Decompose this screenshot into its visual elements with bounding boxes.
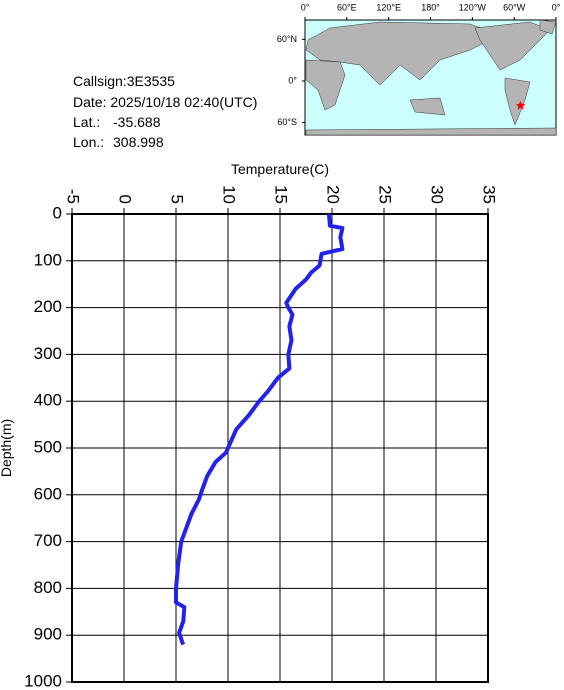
y-tick-label: 600 xyxy=(34,484,62,503)
x-tick-label: -5 xyxy=(64,189,83,204)
y-tick-label: 200 xyxy=(34,297,62,316)
date: Date: 2025/10/18 02:40(UTC) xyxy=(73,94,257,110)
y-tick-label: 400 xyxy=(34,391,62,410)
x-axis-title: Temperature(C) xyxy=(231,161,329,177)
y-axis-title: Depth(m) xyxy=(0,419,14,477)
map-x-tick-label: 0° xyxy=(552,2,561,12)
x-tick-label: 35 xyxy=(480,185,499,204)
lat-value: -35.688 xyxy=(113,114,161,130)
x-tick-label: 15 xyxy=(272,185,291,204)
x-tick-label: 0 xyxy=(116,195,135,204)
y-tick-label: 0 xyxy=(53,203,62,222)
x-tick-label: 25 xyxy=(376,185,395,204)
x-tick-label: 20 xyxy=(324,185,343,204)
map-x-tick-label: 60°W xyxy=(503,2,526,12)
profile-line xyxy=(174,213,345,646)
position-star xyxy=(515,100,526,110)
land xyxy=(305,19,557,136)
x-tick-label: 30 xyxy=(428,185,447,204)
lon-label: Lon.: xyxy=(73,134,104,150)
lon-value: 308.998 xyxy=(113,134,164,150)
y-tick-label: 900 xyxy=(34,625,62,644)
y-tick-label: 1000 xyxy=(24,671,62,690)
y-tick-label: 300 xyxy=(34,344,62,363)
lat-label: Lat.: xyxy=(73,114,100,130)
y-tick-label: 100 xyxy=(34,250,62,269)
plot-frame xyxy=(71,213,489,683)
map-x-tick-label: 180° xyxy=(421,2,440,12)
map-y-tick-label: 60°N xyxy=(277,34,297,44)
world-map xyxy=(304,19,557,136)
y-tick-label: 500 xyxy=(34,437,62,456)
map-y-tick-label: 0° xyxy=(288,75,297,85)
x-tick-label: 10 xyxy=(220,185,239,204)
x-tick-label: 5 xyxy=(168,195,187,204)
callsign: Callsign:3E3535 xyxy=(73,73,175,89)
map-x-tick-label: 0° xyxy=(301,2,310,12)
map-y-tick-label: 60°S xyxy=(277,117,297,127)
map-x-tick-label: 120°E xyxy=(376,2,401,12)
map-x-tick-label: 120°W xyxy=(459,2,487,12)
map-x-tick-label: 60°E xyxy=(337,2,357,12)
y-tick-label: 700 xyxy=(34,531,62,550)
y-tick-label: 800 xyxy=(34,578,62,597)
